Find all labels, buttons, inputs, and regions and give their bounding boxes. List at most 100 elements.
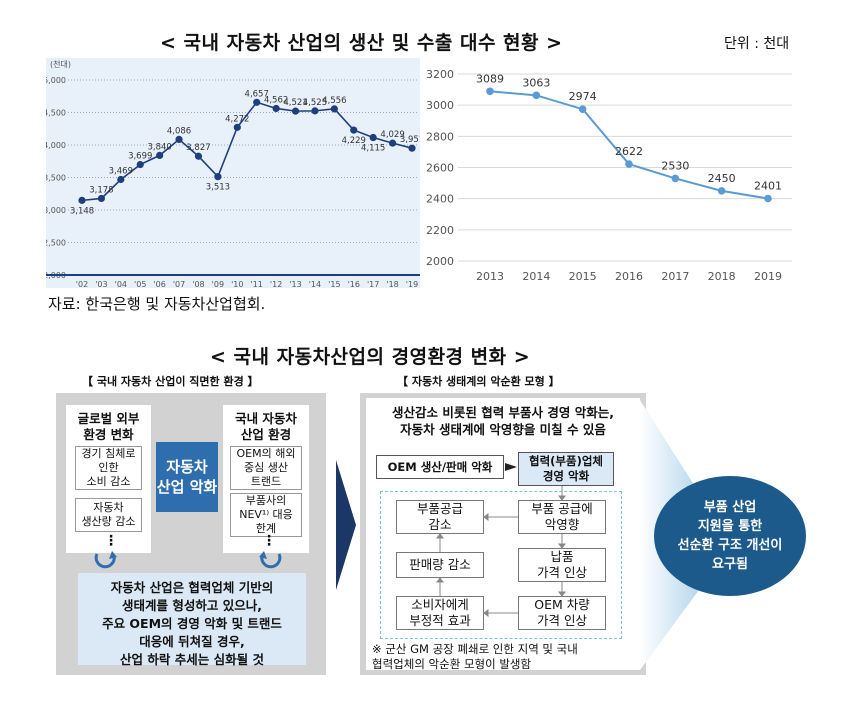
y-tick-label: 3,500 <box>46 174 66 183</box>
y-tick-label: 3200 <box>426 68 454 81</box>
domestic-item-1-line2: 중심 생산 <box>244 461 288 474</box>
dp-line2: 가격 인상 <box>537 565 587 580</box>
y-unit-label: (천대) <box>50 59 71 69</box>
x-tick-label: '19 <box>406 280 418 288</box>
unit-label: 단위 : 천대 <box>724 36 790 52</box>
y-tick-label: 2,500 <box>46 239 66 248</box>
domestic-item-2-line2: NEV¹⁾ 대응 <box>239 508 293 521</box>
global-dots: ⋮ <box>104 533 118 549</box>
psd-line2: 감소 <box>428 517 452 532</box>
data-label: 3,513 <box>206 183 230 193</box>
x-tick-label: 2013 <box>476 270 504 283</box>
x-tick-label: '10 <box>231 280 243 288</box>
cycle-arrow-icon <box>94 551 117 569</box>
x-tick-label: '02 <box>76 280 88 288</box>
domestic-item-1-line1: OEM의 해외 <box>236 447 296 460</box>
data-label: 3,951 <box>400 135 420 145</box>
data-label: 3063 <box>522 76 550 89</box>
data-point <box>388 139 397 147</box>
data-point <box>97 194 106 203</box>
right-caption: 【 자동차 생태계의 악순환 모형 】 <box>397 375 560 388</box>
x-tick-label: 2018 <box>708 270 736 283</box>
data-label: 4,521 <box>283 98 307 108</box>
global-header-line2: 환경 변화 <box>83 427 134 442</box>
x-tick-label: 2015 <box>569 270 597 283</box>
cycle-header-line1: 생산감소 비롯된 협력 부품사 경영 악화는, <box>391 405 614 420</box>
data-label: 4,086 <box>167 126 191 136</box>
left-caption: 【 국내 자동차 산업이 직면한 환경 】 <box>82 375 259 388</box>
oem-sales-box: OEM 생산/판매 악화 <box>376 455 504 479</box>
data-point <box>578 105 587 114</box>
domestic-item-nev: 부품사의 NEV¹⁾ 대응 한계 <box>230 493 302 537</box>
y-tick-label: 2600 <box>426 162 454 175</box>
result-line4: 요구됨 <box>712 557 748 572</box>
oem-price-box: OEM 차량 가격 인상 <box>518 596 606 630</box>
data-point <box>486 87 494 96</box>
global-item-1-line2: 인한 <box>98 461 119 474</box>
y-tick-label: 5,000 <box>46 76 66 85</box>
data-point <box>350 126 358 134</box>
flow-arrow-icon <box>336 460 356 590</box>
y-tick-label: 2400 <box>426 193 454 206</box>
data-label: 4,657 <box>245 89 269 99</box>
source-note: 자료: 한국은행 및 자동차산업협회. <box>48 295 266 313</box>
data-point <box>194 152 203 160</box>
data-label: 4,229 <box>342 136 366 146</box>
data-label: 3,148 <box>70 206 94 216</box>
psb-line2: 악영향 <box>544 517 580 532</box>
data-point <box>175 135 183 144</box>
data-point <box>764 194 772 203</box>
data-point <box>408 144 416 152</box>
y-tick-label: 4,000 <box>46 141 66 150</box>
data-point <box>233 123 241 131</box>
data-label: 4,556 <box>322 96 346 106</box>
cycle-note: ※ 군산 GM 공장 폐쇄로 인한 지역 및 국내 협력업체의 악순환 모형이 … <box>372 642 578 672</box>
x-tick-label: '05 <box>134 280 146 288</box>
note-line1: ※ 군산 GM 공장 폐쇄로 인한 지역 및 국내 <box>372 642 578 656</box>
data-label: 3,840 <box>147 142 171 152</box>
data-point <box>214 173 222 181</box>
data-label: 3,469 <box>109 167 133 177</box>
x-tick-label: '03 <box>95 280 107 288</box>
data-point <box>291 107 300 115</box>
data-label: 3,699 <box>128 152 152 162</box>
global-item-1-line1: 경기 침체로 <box>81 447 136 460</box>
data-label: 3,178 <box>89 185 113 195</box>
op-line2: 가격 인상 <box>537 613 587 628</box>
result-circle: 부품 산업 지원을 통한 선순환 구조 개선이 요구됨 <box>654 476 806 596</box>
global-item-2-line2: 생산량 감소 <box>81 515 136 528</box>
data-label: 4,115 <box>361 144 385 154</box>
result-line2: 지원을 통한 <box>697 519 763 534</box>
x-tick-label: 2019 <box>754 270 782 283</box>
y-tick-label: 2800 <box>426 130 454 143</box>
x-tick-label: '12 <box>270 280 282 288</box>
cn-line1: 소비자에게 <box>411 597 469 612</box>
export-chart: 2000 2200 2400 2600 2800 3000 3200 2013 2014 2015… <box>424 58 800 288</box>
domestic-item-1-line3: 트랜드 <box>250 475 282 488</box>
data-point <box>78 196 86 204</box>
domestic-item-2-line3: 한계 <box>255 522 277 535</box>
cycle-frame <box>380 491 622 639</box>
production-chart: (천대)2,0002,5003,0003,5004,0004,5005,000'… <box>43 58 424 289</box>
x-tick-label: '17 <box>367 280 379 288</box>
delivery-price-box: 납품 가격 인상 <box>518 548 606 582</box>
y-tick-label: 4,500 <box>46 109 66 118</box>
data-point <box>330 105 338 113</box>
data-label: 4,029 <box>380 130 404 140</box>
supplier-line1: 협력(부품)업체 <box>529 454 603 468</box>
data-label: 2401 <box>754 180 782 193</box>
cycle-header: 생산감소 비롯된 협력 부품사 경영 악화는, 자동차 생태계에 악영향을 미칠… <box>368 404 638 438</box>
result-line1: 부품 산업 <box>703 500 757 515</box>
dp-line1: 납품 <box>550 549 574 564</box>
global-item-consumption: 경기 침체로 인한 소비 감소 <box>75 446 142 490</box>
data-point <box>136 160 144 169</box>
data-point <box>625 160 633 168</box>
data-label: 2450 <box>708 172 736 185</box>
cycle-arrows <box>436 486 566 617</box>
x-tick-label: '13 <box>289 280 301 288</box>
global-item-1-line3: 소비 감소 <box>86 475 131 488</box>
y-tick-label: 3,000 <box>46 206 66 215</box>
parts-supply-bad-box: 부품 공급에 악영향 <box>518 500 606 534</box>
data-label: 3089 <box>476 72 504 85</box>
data-label: 2622 <box>615 145 643 158</box>
